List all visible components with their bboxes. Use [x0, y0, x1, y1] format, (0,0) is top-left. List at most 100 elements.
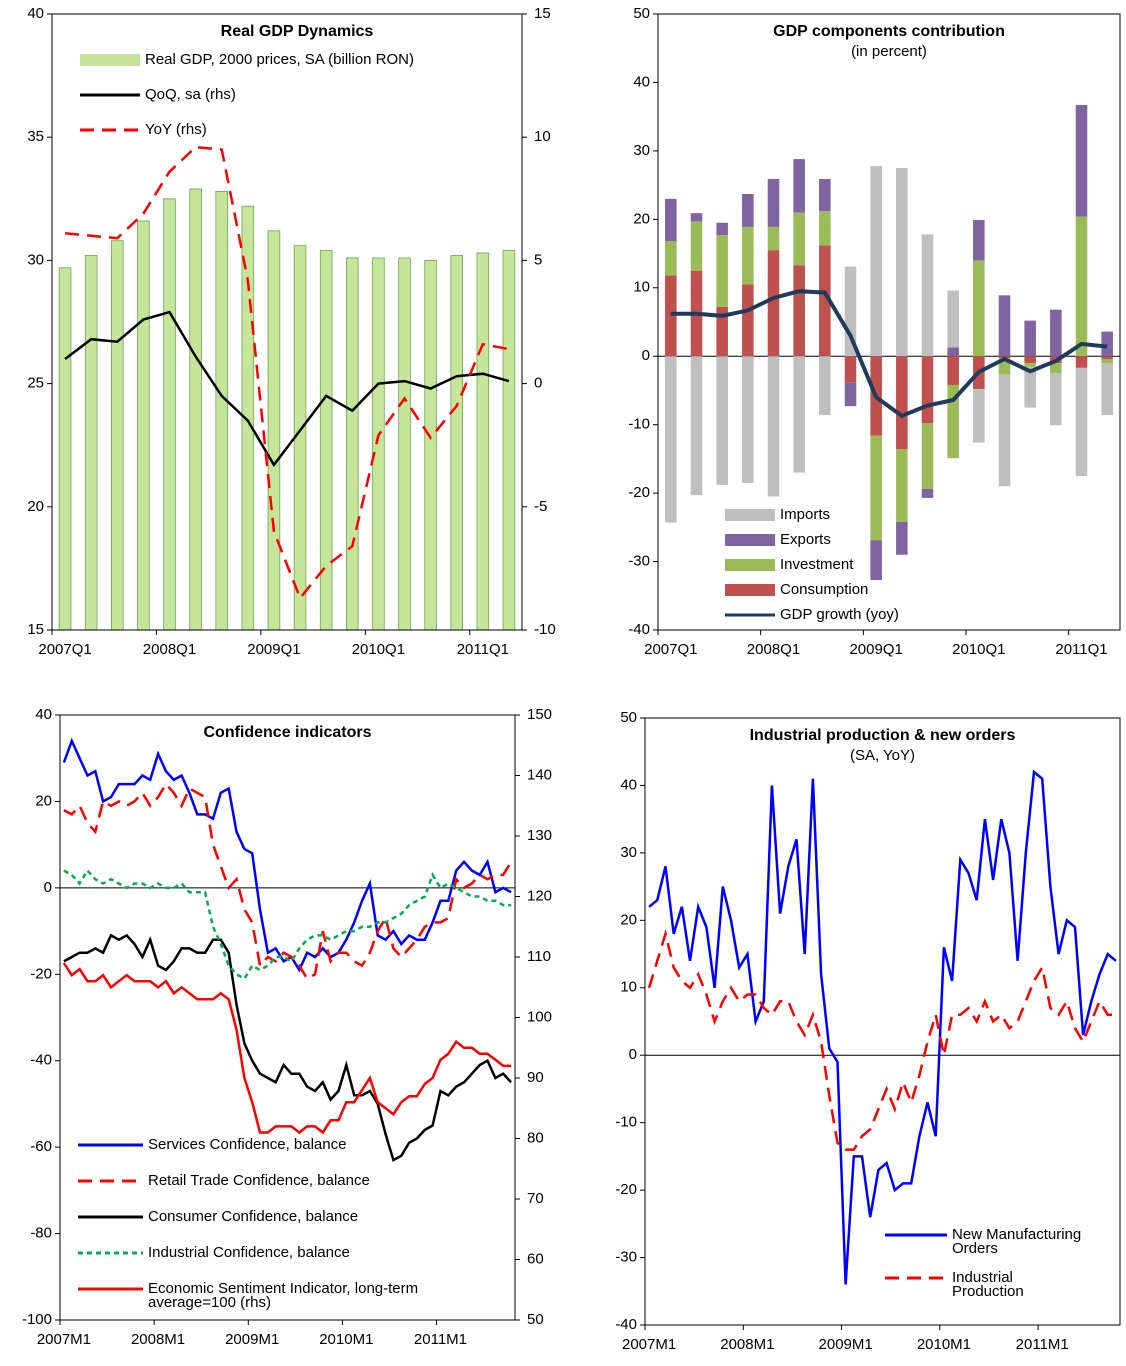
bar-segment: [896, 168, 908, 357]
chart-subtitle: (in percent): [851, 43, 927, 60]
y-tick-label: 30: [27, 251, 44, 268]
bar: [215, 191, 228, 631]
y2-tick-label: 150: [527, 706, 552, 723]
line: [62, 737, 512, 973]
bar: [502, 250, 516, 631]
bar-segment: [1075, 216, 1088, 357]
bar-segment: [793, 265, 805, 357]
bar-segment: [767, 250, 780, 357]
y2-tick-label: 110: [527, 948, 551, 965]
y-tick-label: -20: [615, 1181, 637, 1198]
line: [64, 145, 510, 601]
bar-segment: [1024, 366, 1036, 408]
bar-segment: [1101, 363, 1113, 416]
bar-segment: [844, 382, 857, 407]
line: [63, 868, 512, 981]
bar-segment: [1024, 363, 1036, 367]
y-tick-label: -30: [615, 1249, 637, 1266]
line: [62, 962, 512, 1135]
line: [63, 782, 513, 981]
y-tick-label: 30: [620, 844, 637, 861]
bar-segment: [896, 449, 908, 522]
plot-frame: [644, 717, 1121, 1326]
y2-tick-label: 0: [534, 375, 542, 392]
bar-segment: [998, 295, 1011, 357]
bar-segment: [896, 356, 908, 450]
y2-tick-label: 120: [527, 887, 552, 904]
bar-segment: [921, 423, 934, 490]
bar-segment: [716, 306, 728, 357]
bar: [84, 255, 98, 631]
y-tick-label: 50: [620, 709, 637, 726]
bar-segment: [921, 489, 934, 498]
bar-segment: [716, 222, 728, 236]
y-tick-label: 10: [633, 279, 650, 296]
y-tick-label: -10: [615, 1114, 637, 1131]
chart-title: Industrial production & new orders: [750, 727, 1016, 744]
legend-label: Exports: [780, 531, 831, 548]
y-tick-label: 35: [27, 128, 44, 145]
x-tick-label: 2010M1: [917, 1336, 971, 1353]
bar-segment: [1075, 105, 1088, 217]
bar-segment: [1024, 320, 1036, 357]
y2-tick-label: 10: [534, 128, 551, 145]
legend-label: Real GDP, 2000 prices, SA (billion RON): [145, 51, 414, 68]
bar: [189, 188, 202, 631]
bar-segment: [716, 356, 728, 485]
legend-label: QoQ, sa (rhs): [145, 86, 236, 103]
bar: [137, 220, 150, 631]
bar-segment: [793, 356, 805, 473]
bar-segment: [973, 260, 985, 357]
legend-label: New Manufacturing Orders: [952, 1226, 1081, 1257]
y-tick-label: -20: [628, 484, 650, 501]
bar-segment: [767, 226, 780, 251]
panel: -40 -30 -20 -10 0 10 20 30 40 50 2007Q1 2008Q1 2009Q…: [628, 5, 1121, 658]
bar-segment: [1050, 363, 1062, 374]
bar-segment: [1050, 309, 1062, 357]
bar-segment: [742, 194, 754, 227]
y2-tick-label: 60: [527, 1250, 544, 1267]
y-tick-label: 30: [633, 142, 650, 159]
y-tick-label: -40: [628, 621, 650, 638]
legend-label: Consumer Confidence, balance: [148, 1208, 358, 1225]
bar-segment: [819, 245, 831, 357]
y2-tick-label: 50: [527, 1311, 544, 1328]
y2-tick-label: -10: [534, 621, 556, 638]
bar-segment: [742, 284, 754, 357]
y2-tick-label: 130: [527, 827, 552, 844]
bar-segment: [1024, 356, 1036, 364]
x-tick-label: 2008Q1: [143, 641, 196, 658]
y-tick-label: 0: [642, 347, 650, 364]
line: [64, 310, 510, 468]
bar-segment: [947, 384, 959, 459]
y-tick-label: -80: [30, 1225, 52, 1242]
line: [647, 929, 1116, 1151]
bar: [163, 198, 176, 631]
bar-segment: [1050, 373, 1062, 426]
y2-tick-label: 140: [527, 766, 552, 783]
bar: [398, 257, 411, 631]
panel: -100 -80 -60 -40 -20 0 20 40 50 60 70 80 90 100 110 120…: [22, 706, 552, 1348]
bar-segment: [793, 212, 805, 266]
y-tick-label: 20: [633, 210, 650, 227]
y-tick-label: 20: [35, 792, 52, 809]
chart-title: GDP components contribution: [773, 23, 1005, 40]
y-tick-label: -100: [22, 1311, 52, 1328]
x-tick-label: 2007Q1: [38, 641, 91, 658]
bar-segment: [819, 178, 831, 212]
y-tick-label: 0: [629, 1046, 637, 1063]
bar-segment: [844, 356, 857, 383]
bar-segment: [844, 266, 857, 357]
bar-segment: [947, 356, 959, 385]
bar-segment: [973, 220, 985, 261]
bar-segment: [1075, 367, 1088, 476]
y-tick-label: -10: [628, 416, 650, 433]
legend-label: Industrial Production: [952, 1269, 1024, 1300]
bar: [346, 257, 359, 631]
bar-segment: [1101, 356, 1113, 359]
x-tick-label: 2007Q1: [644, 641, 697, 658]
y-tick-label: -20: [30, 965, 52, 982]
x-tick-label: 2011Q1: [457, 641, 509, 658]
bar-segment: [1075, 356, 1088, 368]
